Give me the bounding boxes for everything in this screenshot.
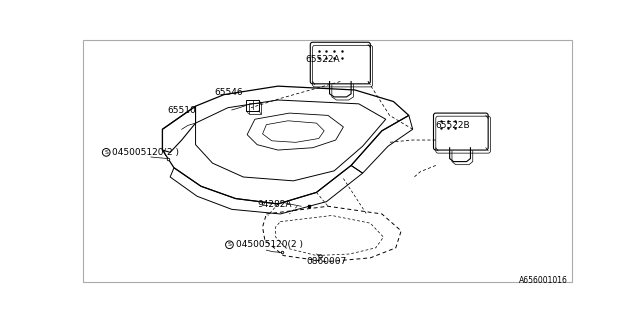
- Text: 65522A: 65522A: [305, 55, 340, 64]
- Text: 045005120(2 ): 045005120(2 ): [236, 240, 303, 249]
- Text: S: S: [227, 242, 232, 247]
- Bar: [246, 100, 259, 111]
- Text: S: S: [104, 150, 108, 155]
- Text: 65522B: 65522B: [436, 121, 470, 130]
- Text: A656001016: A656001016: [519, 276, 568, 284]
- Text: 65546: 65546: [214, 88, 243, 98]
- Text: 045005120(2 ): 045005120(2 ): [113, 148, 179, 157]
- Text: 94282A: 94282A: [257, 200, 292, 209]
- Text: 65510: 65510: [168, 106, 196, 115]
- Bar: [249, 103, 261, 114]
- Text: 0860007: 0860007: [307, 257, 347, 266]
